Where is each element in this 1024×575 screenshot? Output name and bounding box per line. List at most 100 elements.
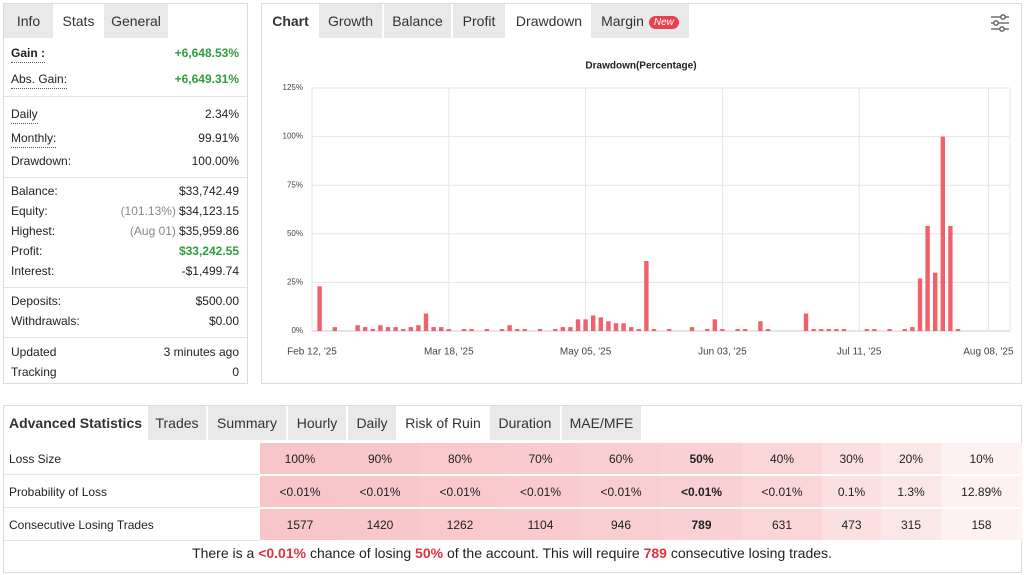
- bar: [872, 329, 877, 331]
- bar: [355, 325, 360, 331]
- bar: [568, 327, 573, 331]
- bar: [401, 329, 406, 331]
- separator: [4, 337, 247, 338]
- summary-part: 789: [643, 545, 667, 561]
- x-tick-label: Mar 18, '25: [424, 347, 474, 358]
- stat-label: Drawdown:: [11, 154, 72, 168]
- stat-value-wrap: $0.00: [209, 312, 239, 330]
- stat-value-wrap: +6,649.31%: [175, 70, 239, 88]
- table-cell: 315: [881, 509, 941, 541]
- table-cell: 631: [742, 509, 822, 541]
- stat-value-wrap: (Aug 01) $35,959.86: [130, 222, 239, 240]
- bar: [560, 327, 565, 331]
- bar: [499, 329, 505, 331]
- stat-row: Monthly: 99.91%: [4, 129, 247, 148]
- tab-label: Chart: [272, 13, 309, 29]
- table-cell: 90%: [340, 443, 420, 475]
- bar: [522, 329, 527, 331]
- table-cell: 946: [581, 509, 661, 541]
- bar: [416, 325, 421, 331]
- table-cell: <0.01%: [260, 476, 340, 508]
- tab[interactable]: Summary: [208, 406, 286, 440]
- bar: [378, 325, 383, 331]
- bar: [613, 323, 619, 331]
- bar: [431, 327, 436, 331]
- tab[interactable]: General: [104, 4, 168, 38]
- chart-title: Drawdown(Percentage): [585, 61, 696, 72]
- bar: [917, 278, 923, 331]
- stat-row: Interest: -$1,499.74: [4, 262, 247, 280]
- stat-label: Tracking: [11, 365, 57, 379]
- x-tick-label: May 05, '25: [560, 347, 612, 358]
- tab[interactable]: Advanced Statistics: [4, 406, 147, 440]
- stat-value: $33,242.55: [178, 244, 239, 258]
- tab[interactable]: Drawdown: [507, 4, 591, 38]
- bar: [370, 329, 375, 331]
- row-label: Loss Size: [4, 443, 260, 475]
- stat-label: Withdrawals:: [11, 314, 80, 328]
- stat-value-wrap: 99.91%: [198, 129, 239, 147]
- table-cell: <0.01%: [500, 476, 581, 508]
- tab[interactable]: Trades: [148, 406, 206, 440]
- summary-part: of the account. This will require: [443, 545, 644, 561]
- bar: [864, 329, 869, 331]
- stat-value: $500.00: [195, 294, 239, 308]
- tab[interactable]: Risk of Ruin: [398, 406, 488, 440]
- advanced-panel: Advanced Statistics Trades Summary Hourly Da…: [3, 405, 1022, 573]
- stat-value-wrap: $500.00: [196, 292, 239, 310]
- settings-icon[interactable]: [989, 12, 1011, 34]
- stat-value-wrap: -$1,499.74: [182, 262, 239, 280]
- bar: [575, 319, 581, 331]
- stat-row: Gain : +6,648.53%: [4, 44, 247, 63]
- summary-text: There is a <0.01% chance of losing 50% o…: [0, 545, 1024, 561]
- tab[interactable]: Stats: [53, 4, 104, 38]
- tab[interactable]: Duration: [490, 406, 560, 440]
- y-tick-label: 100%: [283, 132, 303, 141]
- bar: [689, 327, 695, 331]
- stat-value-wrap: (101.13%) $34,123.15: [121, 202, 239, 220]
- bar: [469, 329, 474, 331]
- stat-value-wrap: 100.00%: [192, 152, 239, 170]
- bar: [925, 226, 930, 331]
- stat-label: Interest:: [11, 264, 55, 278]
- tab[interactable]: Chart: [262, 4, 319, 38]
- tab[interactable]: Balance: [384, 4, 451, 38]
- stat-label: Equity:: [11, 204, 48, 218]
- tab[interactable]: Info: [4, 4, 53, 38]
- stat-row: Updated 3 minutes ago: [4, 343, 247, 361]
- bar: [393, 327, 398, 331]
- table-cell: 20%: [881, 443, 941, 475]
- tab[interactable]: Growth: [319, 4, 382, 38]
- table-cell: <0.01%: [340, 476, 420, 508]
- bar: [439, 327, 444, 331]
- bar: [910, 327, 915, 331]
- row-label: Probability of Loss: [4, 476, 260, 508]
- badge: New: [648, 16, 679, 29]
- x-tick-label: Feb 12, '25: [287, 347, 337, 358]
- table-cell: 70%: [500, 443, 581, 475]
- bar: [902, 329, 907, 331]
- tab[interactable]: Hourly: [288, 406, 346, 440]
- tab[interactable]: Daily: [348, 406, 396, 440]
- stat-value: $34,123.15: [178, 204, 239, 218]
- bar: [720, 329, 725, 331]
- tab[interactable]: Profit: [453, 4, 505, 38]
- stat-value: $35,959.86: [178, 224, 239, 238]
- stat-value: 100.00%: [191, 154, 239, 168]
- y-tick-label: 0%: [291, 326, 303, 335]
- tab[interactable]: Margin New: [591, 4, 689, 38]
- bar: [461, 329, 467, 331]
- stat-row: Tracking 0: [4, 363, 247, 381]
- tab-label: Profit: [462, 13, 496, 29]
- table-cell: 1104: [500, 509, 581, 541]
- y-tick-label: 75%: [287, 180, 303, 189]
- bar: [591, 315, 596, 331]
- tab[interactable]: MAE/MFE: [562, 406, 641, 440]
- stat-value: $0.00: [208, 314, 239, 328]
- table-cell: 40%: [742, 443, 822, 475]
- y-tick-label: 125%: [283, 83, 303, 92]
- bar: [887, 329, 892, 331]
- x-tick-label: Jul 11, '25: [837, 347, 882, 358]
- row-label: Consecutive Losing Trades: [4, 509, 260, 541]
- bar: [940, 136, 945, 331]
